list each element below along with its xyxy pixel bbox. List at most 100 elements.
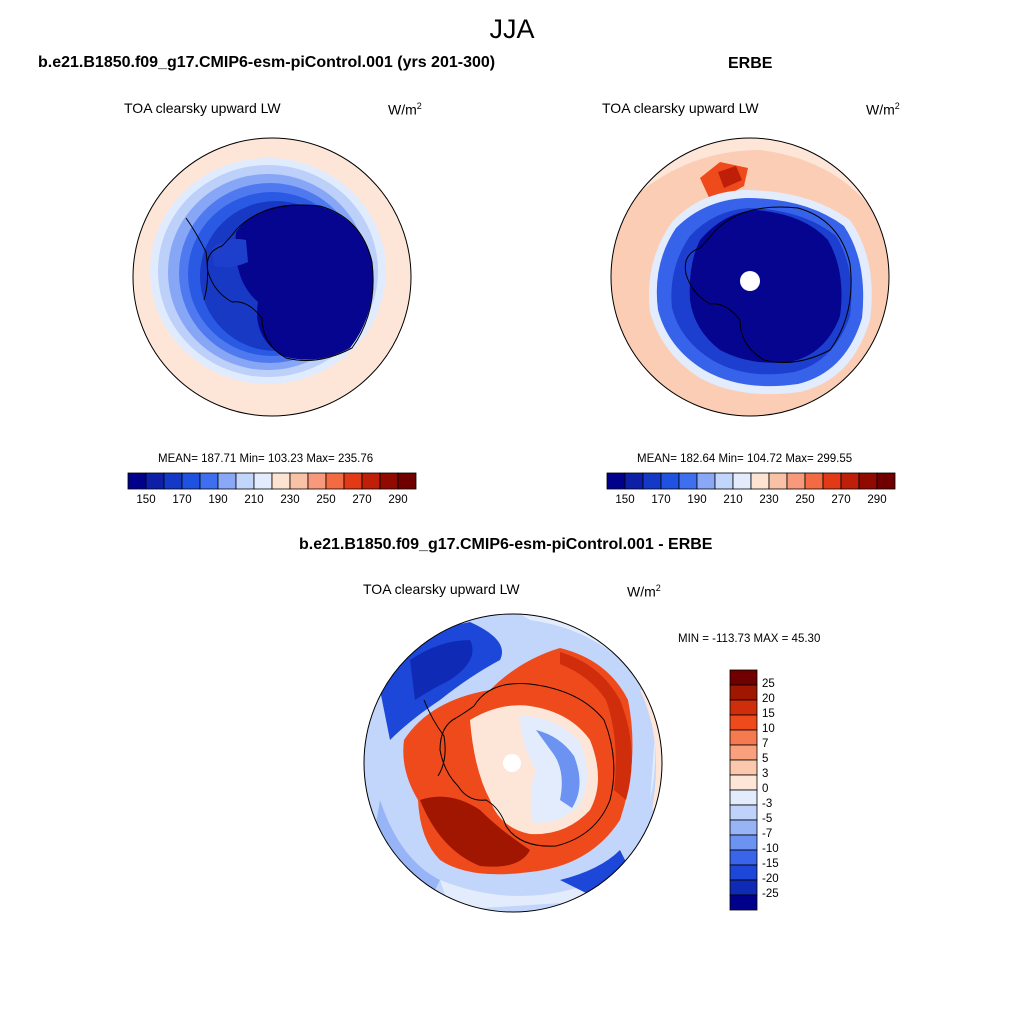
- diff-colorbar-tick-label: 15: [762, 708, 775, 720]
- obs-colorbar-swatch: [876, 472, 896, 490]
- model-panel-title: b.e21.B1850.f09_g17.CMIP6-esm-piControl.…: [38, 54, 496, 71]
- model-colorbar-tick-label: 230: [280, 494, 300, 506]
- obs-colorbar-tick-label: 150: [615, 494, 635, 506]
- obs-colorbar-swatch: [678, 472, 698, 490]
- model-colorbar-swatch: [199, 472, 219, 490]
- obs-colorbar-tick-label: 170: [651, 494, 671, 506]
- obs-variable-label: TOA clearsky upward LW: [602, 100, 759, 116]
- model-colorbar-swatch: [271, 472, 291, 490]
- diff-colorbar-swatch: [729, 699, 758, 716]
- diff-colorbar-swatch: [729, 789, 758, 806]
- model-stats: MEAN= 187.71 Min= 103.23 Max= 235.76: [158, 453, 374, 465]
- diff-colorbar-swatch: [729, 864, 758, 881]
- figure-title: JJA: [489, 14, 535, 44]
- diff-colorbar-tick-label: -10: [762, 843, 779, 855]
- model-colorbar: [127, 472, 417, 490]
- model-colorbar-swatch: [235, 472, 255, 490]
- diff-colorbar-swatch: [729, 804, 758, 821]
- model-colorbar-swatch: [127, 472, 147, 490]
- diff-map-border: [363, 613, 663, 913]
- model-colorbar-tick-label: 250: [316, 494, 336, 506]
- obs-colorbar-tick-label: 290: [867, 494, 887, 506]
- model-colorbar-swatch: [307, 472, 327, 490]
- diff-colorbar-tick-label: 3: [762, 768, 769, 780]
- diff-colorbar-swatch: [729, 834, 758, 851]
- obs-panel-title: ERBE: [728, 55, 773, 72]
- model-colorbar-tick-label: 290: [388, 494, 408, 506]
- diff-colorbar-tick-label: 0: [762, 783, 769, 795]
- obs-colorbar-swatch: [696, 472, 716, 490]
- obs-colorbar-tick-label: 250: [795, 494, 815, 506]
- obs-colorbar-swatch: [858, 472, 878, 490]
- diff-colorbar-swatch: [729, 849, 758, 866]
- diff-panel-title: b.e21.B1850.f09_g17.CMIP6-esm-piControl.…: [299, 536, 713, 553]
- obs-colorbar-tick-label: 230: [759, 494, 779, 506]
- model-antarctica-coastline: [185, 204, 374, 361]
- model-colorbar-tick-label: 190: [208, 494, 228, 506]
- model-colorbar-swatch: [325, 472, 345, 490]
- model-colorbar-swatch: [181, 472, 201, 490]
- diff-variable-label: TOA clearsky upward LW: [363, 581, 520, 597]
- obs-colorbar-swatch: [642, 472, 662, 490]
- diff-units-label: W/m2: [627, 583, 661, 600]
- obs-colorbar-tick-label: 210: [723, 494, 743, 506]
- obs-stats: MEAN= 182.64 Min= 104.72 Max= 299.55: [637, 453, 853, 465]
- obs-colorbar-swatch: [840, 472, 860, 490]
- model-colorbar-tick-label: 270: [352, 494, 372, 506]
- obs-colorbar-swatch: [714, 472, 734, 490]
- obs-colorbar-tick-label: 190: [687, 494, 707, 506]
- obs-colorbar-swatch: [822, 472, 842, 490]
- diff-stats: MIN = -113.73 MAX = 45.30: [678, 633, 821, 645]
- model-polar-map: [133, 138, 411, 416]
- model-colorbar-swatch: [379, 472, 399, 490]
- diff-colorbar-swatch: [729, 759, 758, 776]
- model-colorbar-tick-label: 150: [136, 494, 156, 506]
- model-colorbar-swatch: [145, 472, 165, 490]
- model-variable-label: TOA clearsky upward LW: [124, 100, 281, 116]
- model-colorbar-swatch: [397, 472, 417, 490]
- obs-colorbar-swatch: [768, 472, 788, 490]
- obs-colorbar-swatch: [660, 472, 680, 490]
- diff-colorbar-swatch: [729, 729, 758, 746]
- diff-colorbar-tick-label: 7: [762, 738, 769, 750]
- diff-polar-map: [364, 614, 662, 912]
- diff-antarctica-coastline: [423, 682, 615, 847]
- obs-colorbar-tick-label: 270: [831, 494, 851, 506]
- obs-colorbar-swatch: [786, 472, 806, 490]
- diff-colorbar-swatch: [729, 774, 758, 791]
- model-colorbar-tick-label: 210: [244, 494, 264, 506]
- model-colorbar-tick-label: 170: [172, 494, 192, 506]
- diff-colorbar-tick-label: 10: [762, 723, 775, 735]
- model-colorbar-swatch: [217, 472, 237, 490]
- diff-colorbar-swatch: [729, 669, 758, 686]
- diff-colorbar-swatch: [729, 714, 758, 731]
- diff-colorbar-tick-label: 25: [762, 678, 775, 690]
- obs-colorbar-swatch: [804, 472, 824, 490]
- model-colorbar-swatch: [361, 472, 381, 490]
- diff-colorbar-tick-label: 5: [762, 753, 769, 765]
- diff-colorbar-tick-label: -5: [762, 813, 773, 825]
- obs-colorbar-swatch: [624, 472, 644, 490]
- diff-colorbar-swatch: [729, 879, 758, 896]
- diff-colorbar-tick-label: -25: [762, 888, 779, 900]
- diff-colorbar-tick-label: 20: [762, 693, 775, 705]
- model-map-border: [132, 137, 412, 417]
- obs-colorbar-swatch: [750, 472, 770, 490]
- diff-colorbar-tick-label: -7: [762, 828, 773, 840]
- obs-colorbar-swatch: [732, 472, 752, 490]
- diff-colorbar-swatch: [729, 819, 758, 836]
- diff-colorbar-tick-label: -20: [762, 873, 779, 885]
- obs-colorbar: [606, 472, 896, 490]
- diff-colorbar-swatch: [729, 684, 758, 701]
- obs-map-border: [610, 137, 890, 417]
- obs-units-label: W/m2: [866, 101, 900, 118]
- obs-antarctica-coastline: [684, 206, 852, 363]
- model-units-label: W/m2: [388, 101, 422, 118]
- diff-colorbar-swatch: [729, 894, 758, 911]
- model-colorbar-swatch: [163, 472, 183, 490]
- diff-colorbar-tick-label: -15: [762, 858, 779, 870]
- model-colorbar-swatch: [343, 472, 363, 490]
- diff-colorbar-swatch: [729, 744, 758, 761]
- diff-colorbar-tick-label: -3: [762, 798, 773, 810]
